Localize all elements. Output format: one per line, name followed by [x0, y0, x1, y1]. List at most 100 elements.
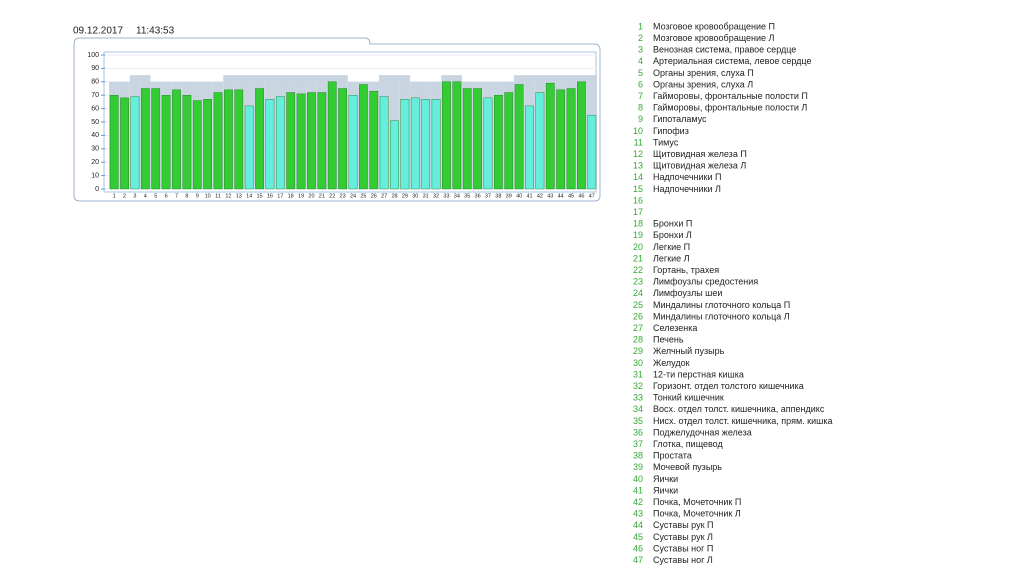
- legend-number: 28: [633, 335, 643, 345]
- legend-number: 1: [638, 21, 643, 31]
- legend-number: 11: [634, 137, 643, 147]
- legend-number: 30: [633, 358, 643, 368]
- legend-number: 43: [633, 509, 643, 519]
- x-tick-label: 22: [329, 193, 335, 199]
- bar: [525, 105, 534, 190]
- legend-number: 46: [633, 543, 643, 553]
- legend-number: 16: [633, 195, 643, 205]
- bar: [182, 94, 192, 190]
- bar: [410, 97, 420, 190]
- x-tick-label: 37: [485, 193, 491, 199]
- x-tick-label: 12: [225, 193, 231, 199]
- x-tick-label: 29: [402, 193, 408, 199]
- y-tick-label: 40: [91, 132, 99, 139]
- legend-number: 34: [633, 404, 643, 414]
- x-tick-label: 14: [246, 193, 252, 199]
- bar: [244, 105, 254, 190]
- bar: [224, 89, 233, 190]
- legend-label: Лимфоузлы средостения: [653, 277, 758, 287]
- legend-label: Легкие Л: [653, 253, 690, 263]
- x-tick-label: 21: [319, 193, 325, 199]
- x-tick-label: 27: [381, 193, 387, 199]
- legend-label: Миндалины глоточного кольца П: [653, 300, 790, 310]
- legend-number: 10: [633, 126, 643, 136]
- x-tick-label: 19: [298, 193, 304, 199]
- legend-number: 35: [633, 416, 643, 426]
- legend-number: 4: [638, 56, 643, 66]
- x-tick-label: 1: [113, 193, 116, 199]
- legend-label: Гипоталамус: [653, 114, 707, 124]
- x-tick-label: 33: [443, 193, 449, 199]
- x-tick-label: 32: [433, 193, 439, 199]
- legend-number: 3: [638, 45, 643, 55]
- bar: [494, 94, 503, 190]
- x-tick-label: 2: [123, 193, 126, 199]
- legend-label: Мочевой пузырь: [653, 462, 722, 472]
- x-tick-label: 46: [578, 193, 584, 199]
- bar: [317, 92, 327, 190]
- legend-number: 2: [638, 33, 643, 43]
- legend-number: 19: [633, 230, 643, 240]
- bar: [359, 84, 368, 190]
- x-tick-label: 17: [277, 193, 283, 199]
- bar: [327, 81, 337, 190]
- x-tick-label: 13: [236, 193, 242, 199]
- legend-number: 21: [633, 253, 643, 263]
- legend-label: Яички: [653, 485, 678, 495]
- bar: [431, 99, 441, 190]
- bar: [275, 96, 285, 190]
- y-tick-label: 50: [91, 119, 99, 126]
- legend-label: Гипофиз: [653, 126, 689, 136]
- bar: [172, 89, 181, 190]
- x-tick-label: 24: [350, 193, 356, 199]
- bar: [452, 81, 462, 190]
- x-tick-label: 26: [371, 193, 377, 199]
- x-tick-label: 34: [454, 193, 460, 199]
- x-tick-label: 11: [215, 193, 221, 199]
- legend-number: 42: [633, 497, 643, 507]
- x-tick-label: 6: [165, 193, 168, 199]
- bar: [234, 89, 244, 190]
- legend-number: 29: [633, 346, 643, 356]
- legend-number: 15: [633, 184, 643, 194]
- legend-label: Простата: [653, 451, 692, 461]
- legend-number: 14: [633, 172, 643, 182]
- legend-label: Мозговое кровообращение П: [653, 21, 775, 31]
- bar: [587, 115, 597, 190]
- legend-number: 33: [633, 393, 643, 403]
- x-tick-label: 42: [537, 193, 543, 199]
- legend-number: 17: [633, 207, 643, 217]
- x-tick-label: 44: [558, 193, 564, 199]
- legend-number: 31: [633, 369, 643, 379]
- x-tick-label: 18: [288, 193, 294, 199]
- bar: [473, 88, 482, 190]
- legend-label: Суставы рук Л: [653, 532, 713, 542]
- bar: [379, 96, 389, 190]
- legend-label: Органы зрения, слуха П: [653, 68, 754, 78]
- legend-label: Миндалины глоточного кольца Л: [653, 311, 790, 321]
- legend-label: Селезенка: [653, 323, 697, 333]
- bar: [514, 84, 524, 190]
- y-tick-label: 10: [91, 172, 99, 179]
- bar: [390, 120, 399, 190]
- legend-number: 27: [633, 323, 643, 333]
- legend-number: 37: [633, 439, 643, 449]
- bar: [348, 94, 358, 190]
- legend-label: Артериальная система, левое сердце: [653, 56, 811, 66]
- y-tick-label: 0: [95, 186, 99, 193]
- x-tick-label: 20: [308, 193, 314, 199]
- legend-label: Мозговое кровообращение Л: [653, 33, 775, 43]
- legend-label: Печень: [653, 335, 684, 345]
- bar: [504, 92, 514, 190]
- legend-label: Тонкий кишечник: [653, 393, 724, 403]
- bar: [296, 93, 306, 190]
- x-tick-label: 38: [495, 193, 501, 199]
- legend-number: 32: [633, 381, 643, 391]
- legend-label: Гортань, трахея: [653, 265, 719, 275]
- legend-label: Бронхи П: [653, 219, 692, 229]
- x-tick-label: 16: [267, 193, 273, 199]
- legend-label: Суставы ног Л: [653, 555, 713, 565]
- legend-number: 18: [633, 219, 643, 229]
- legend-number: 6: [638, 79, 643, 89]
